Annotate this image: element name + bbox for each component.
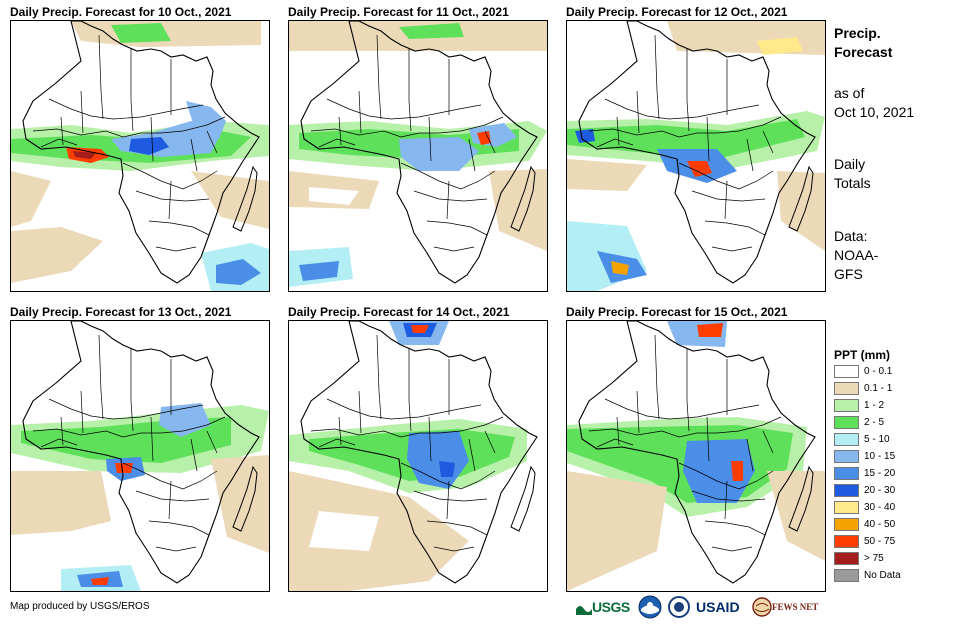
legend-label: 10 - 15 — [864, 451, 896, 462]
precip-map — [10, 320, 270, 592]
precip-map-graphic — [11, 321, 269, 591]
legend-item: 40 - 50 — [834, 517, 964, 534]
legend-label: > 75 — [864, 553, 884, 564]
legend-item: 50 - 75 — [834, 534, 964, 551]
asof-line1: as of — [834, 85, 865, 101]
legend-swatch — [834, 569, 859, 582]
noaa-logo — [638, 593, 664, 621]
noaa-seal-icon — [638, 595, 662, 619]
forecast-panel-day4: Daily Precip. Forecast for 13 Oct., 2021 — [10, 304, 272, 594]
forecast-panel-day3: Daily Precip. Forecast for 12 Oct., 2021 — [566, 4, 828, 294]
legend-swatch — [834, 518, 859, 531]
legend-item: 15 - 20 — [834, 466, 964, 483]
precip-cells — [289, 321, 527, 591]
precip-cells — [289, 21, 547, 287]
seal-icon — [668, 596, 690, 618]
usgs-logo: USGS — [576, 593, 634, 621]
legend-title: PPT (mm) — [834, 348, 891, 362]
legend-label: 0 - 0.1 — [864, 366, 893, 377]
legend-item: 1 - 2 — [834, 398, 964, 415]
panel-title: Daily Precip. Forecast for 13 Oct., 2021 — [10, 305, 232, 319]
forecast-panel-day5: Daily Precip. Forecast for 14 Oct., 2021 — [288, 304, 550, 594]
panel-title: Daily Precip. Forecast for 11 Oct., 2021 — [288, 5, 509, 19]
precip-map — [566, 20, 826, 292]
legend-item: No Data — [834, 568, 964, 585]
legend-swatch — [834, 501, 859, 514]
legend-label: 30 - 40 — [864, 502, 896, 513]
legend-item: > 75 — [834, 551, 964, 568]
legend-swatch — [834, 450, 859, 463]
legend-label: 2 - 5 — [864, 417, 885, 428]
map-credit: Map produced by USGS/EROS — [10, 601, 150, 612]
precip-map-graphic — [567, 21, 825, 291]
map-info: Precip. Forecast as of Oct 10, 2021 Dail… — [834, 24, 964, 284]
usgs-text: USGS — [592, 599, 630, 615]
forecast-panel-day2: Daily Precip. Forecast for 11 Oct., 2021 — [288, 4, 550, 294]
forecast-panel-day6: Daily Precip. Forecast for 15 Oct., 2021 — [566, 304, 828, 594]
precip-map — [10, 20, 270, 292]
data-line3: GFS — [834, 266, 863, 282]
legend-label: 20 - 30 — [864, 485, 896, 496]
title-line2: Forecast — [834, 44, 893, 60]
panel-title: Daily Precip. Forecast for 12 Oct., 2021 — [566, 5, 788, 19]
fewsnet-text: FEWS NET — [772, 602, 819, 612]
precip-map-graphic — [289, 21, 547, 287]
precip-cells — [11, 21, 269, 291]
legend-swatch — [834, 365, 859, 378]
precip-map-graphic — [11, 21, 269, 291]
legend-swatch — [834, 467, 859, 480]
precip-map — [566, 320, 826, 592]
data-line1: Data: — [834, 228, 868, 244]
precip-map-graphic — [289, 321, 538, 591]
legend-item: 0 - 0.1 — [834, 364, 964, 381]
legend-label: 15 - 20 — [864, 468, 896, 479]
legend-item: 2 - 5 — [834, 415, 964, 432]
legend-label: 5 - 10 — [864, 434, 890, 445]
legend-swatch — [834, 382, 859, 395]
asof-date: Oct 10, 2021 — [834, 104, 915, 120]
dos-logo — [668, 593, 692, 621]
forecast-panel-day1: Daily Precip. Forecast for 10 Oct., 2021 — [10, 4, 272, 294]
legend-rows: 0 - 0.1 0.1 - 1 1 - 2 2 - 5 5 - 10 10 - 15 15 … — [834, 364, 964, 585]
agency-logos: USGS USAID FEWS NET — [576, 593, 826, 621]
legend-label: 1 - 2 — [864, 400, 885, 411]
globe-icon — [752, 597, 772, 617]
usaid-logo: USAID — [696, 593, 752, 621]
legend-label: 50 - 75 — [864, 536, 896, 547]
precip-cells — [567, 21, 825, 291]
legend-label: 0.1 - 1 — [864, 383, 893, 394]
panel-title: Daily Precip. Forecast for 10 Oct., 2021 — [10, 5, 232, 19]
panel-title: Daily Precip. Forecast for 15 Oct., 2021 — [566, 305, 788, 319]
fewsnet-logo: FEWS NET — [752, 593, 826, 621]
legend-swatch — [834, 484, 859, 497]
precip-map-graphic — [567, 321, 825, 591]
legend-item: 5 - 10 — [834, 432, 964, 449]
legend-label: 40 - 50 — [864, 519, 896, 530]
precip-legend: PPT (mm) 0 - 0.1 0.1 - 1 1 - 2 2 - 5 5 - 10 1… — [834, 346, 964, 585]
legend-label: No Data — [864, 570, 901, 581]
precip-cells — [567, 321, 825, 591]
legend-swatch — [834, 552, 859, 565]
legend-swatch — [834, 535, 859, 548]
legend-swatch — [834, 433, 859, 446]
legend-item: 20 - 30 — [834, 483, 964, 500]
panel-title: Daily Precip. Forecast for 14 Oct., 2021 — [288, 305, 510, 319]
legend-swatch — [834, 399, 859, 412]
precip-map — [288, 320, 548, 592]
legend-item: 10 - 15 — [834, 449, 964, 466]
title-line1: Precip. — [834, 25, 881, 41]
legend-item: 0.1 - 1 — [834, 381, 964, 398]
totals-line2: Totals — [834, 175, 871, 191]
precip-cells — [11, 403, 269, 591]
totals-line1: Daily — [834, 156, 866, 172]
legend-swatch — [834, 416, 859, 429]
usgs-wave-icon — [576, 606, 592, 615]
usaid-text: USAID — [696, 599, 740, 615]
legend-item: 30 - 40 — [834, 500, 964, 517]
precip-map — [288, 20, 548, 292]
data-line2: NOAA- — [834, 247, 879, 263]
